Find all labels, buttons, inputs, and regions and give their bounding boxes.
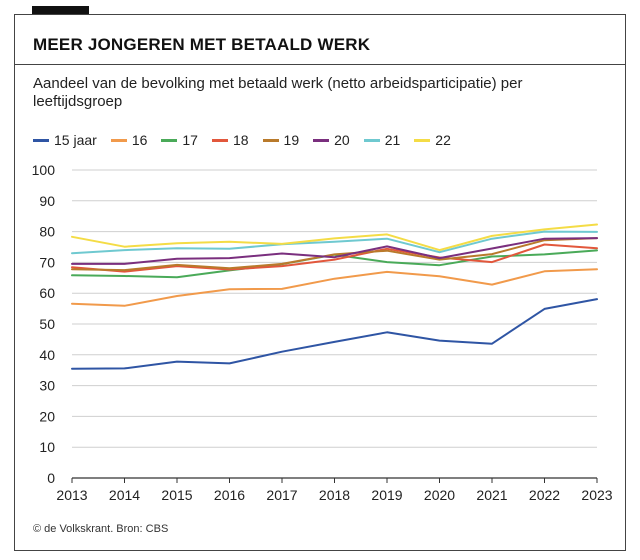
y-tick-label: 40 (39, 347, 55, 363)
title-divider (15, 64, 625, 65)
x-tick-label: 2018 (319, 487, 350, 503)
y-tick-label: 0 (47, 470, 55, 486)
x-tick-label: 2013 (56, 487, 87, 503)
x-tick-label: 2020 (424, 487, 455, 503)
x-tick-label: 2016 (214, 487, 245, 503)
legend-item: 22 (414, 132, 451, 148)
y-tick-label: 60 (39, 285, 55, 301)
chart-subtitle: Aandeel van de bevolking met betaald wer… (33, 75, 523, 110)
legend-item: 20 (313, 132, 350, 148)
legend-swatch (33, 138, 49, 142)
legend-item: 16 (110, 132, 148, 148)
legend-label: 17 (182, 132, 198, 148)
legend-item: 15 jaar (33, 132, 97, 148)
series-line-22 (71, 223, 598, 252)
chart-legend: 15 jaar 16 17 18 19 20 21 22 (33, 132, 465, 148)
y-tick-label: 50 (39, 316, 55, 332)
series-line-18 (71, 243, 598, 273)
series-line-19 (71, 237, 598, 272)
chart-title: MEER JONGEREN MET BETAALD WERK (33, 35, 371, 54)
legend-item: 17 (161, 132, 198, 148)
legend-item: 18 (211, 132, 249, 148)
y-tick-label: 90 (39, 193, 55, 209)
series-line-20 (71, 237, 598, 265)
legend-swatch (414, 138, 431, 142)
series-line-16 (71, 268, 598, 307)
legend-item: 21 (363, 132, 401, 148)
legend-label: 19 (283, 132, 300, 148)
x-tick-label: 2021 (476, 487, 507, 503)
x-tick-label: 2022 (529, 487, 560, 503)
y-tick-label: 10 (39, 439, 55, 455)
title-accent-bar (32, 6, 89, 14)
legend-label: 15 jaar (54, 132, 97, 148)
legend-label: 22 (435, 132, 451, 148)
legend-label: 18 (232, 132, 249, 148)
x-tick-label: 2019 (371, 487, 402, 503)
y-tick-label: 20 (39, 408, 55, 424)
x-tick-label: 2017 (266, 487, 297, 503)
series-line-21 (71, 230, 598, 255)
x-tick-label: 2023 (581, 487, 612, 503)
legend-swatch (313, 138, 330, 142)
legend-swatch (110, 138, 127, 142)
legend-label: 20 (334, 132, 350, 148)
legend-swatch (262, 138, 279, 142)
legend-swatch (161, 138, 178, 142)
y-tick-label: 80 (39, 224, 55, 240)
legend-swatch (363, 138, 380, 142)
y-tick-label: 100 (32, 162, 56, 178)
source-note: © de Volkskrant. Bron: CBS (33, 523, 169, 535)
y-tick-label: 70 (39, 254, 55, 270)
x-tick-label: 2015 (161, 487, 192, 503)
y-tick-label: 30 (39, 378, 55, 394)
legend-label: 16 (131, 132, 148, 148)
x-tick-label: 2014 (109, 487, 140, 503)
legend-label: 21 (384, 132, 401, 148)
legend-item: 19 (262, 132, 300, 148)
legend-swatch (211, 138, 228, 142)
series-line-15-jaar (71, 298, 598, 370)
